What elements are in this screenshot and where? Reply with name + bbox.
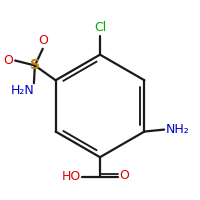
Text: H₂N: H₂N bbox=[11, 84, 35, 97]
Text: O: O bbox=[119, 169, 129, 182]
Text: HO: HO bbox=[62, 170, 81, 183]
Text: S: S bbox=[30, 58, 40, 72]
Text: NH₂: NH₂ bbox=[165, 123, 189, 136]
Text: O: O bbox=[38, 34, 48, 47]
Text: Cl: Cl bbox=[94, 21, 106, 34]
Text: O: O bbox=[4, 54, 14, 67]
